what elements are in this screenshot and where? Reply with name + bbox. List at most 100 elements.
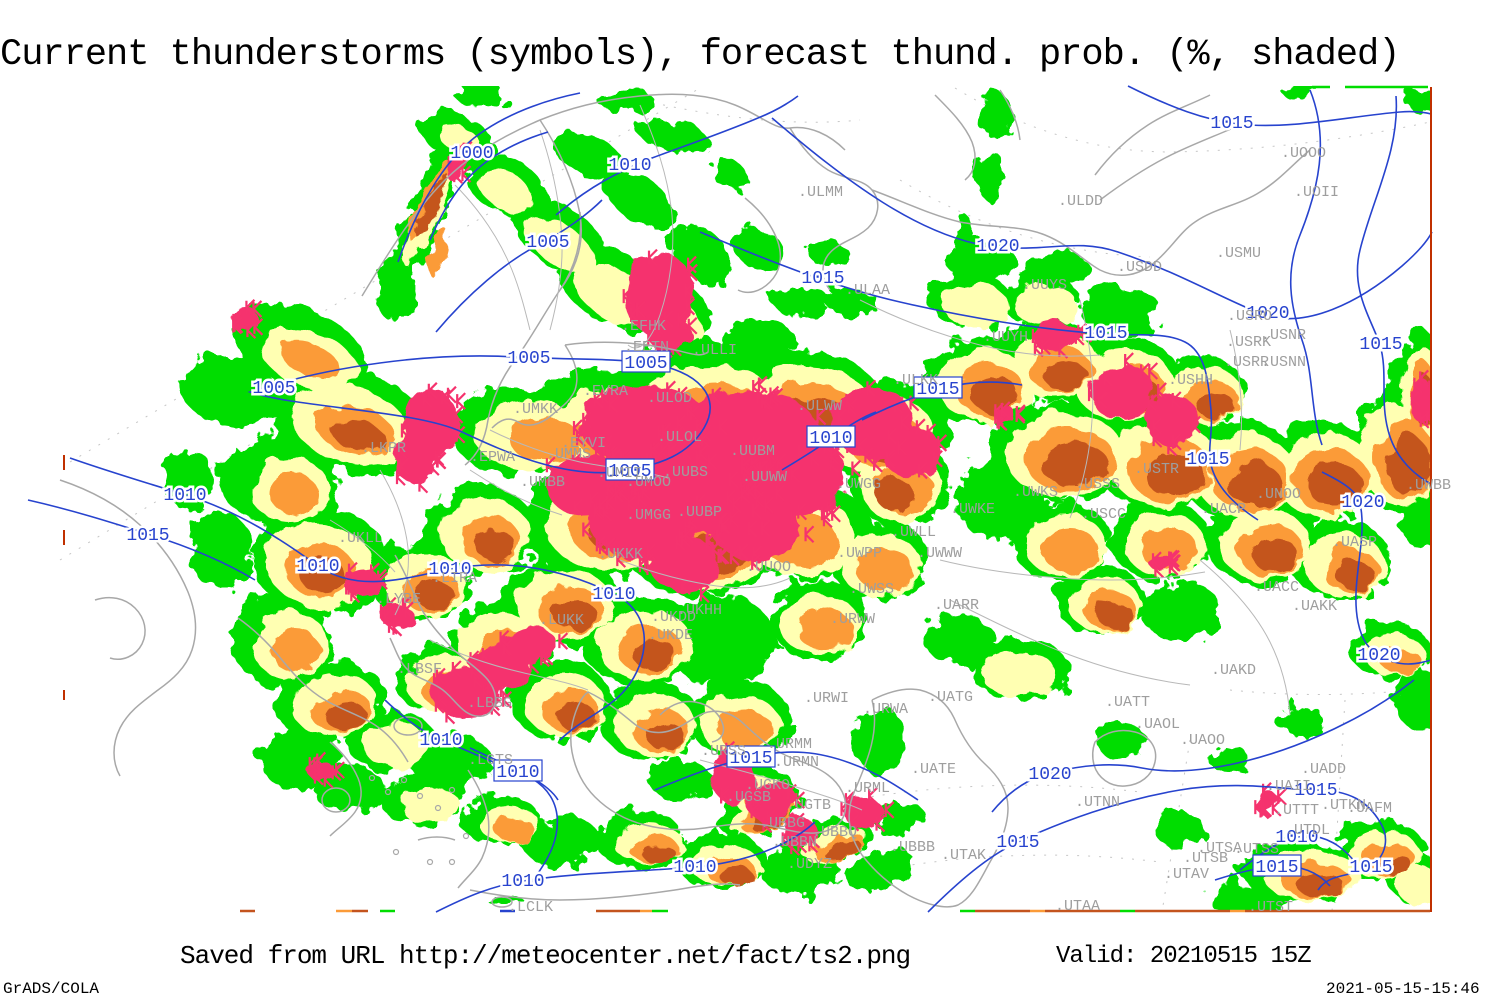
station-label: .UUBS: [663, 464, 708, 481]
isobar-label: 1005: [524, 231, 572, 256]
station-label: .UTST: [1248, 899, 1293, 916]
station-label: .UMOO: [626, 474, 671, 491]
svg-text:1020: 1020: [1028, 765, 1071, 785]
isobar-label: 1010: [426, 558, 474, 583]
station-label: .UKDD: [651, 609, 696, 626]
svg-text:1005: 1005: [252, 379, 295, 399]
svg-text:1015: 1015: [126, 526, 169, 546]
station-label: .ULOD: [647, 390, 692, 407]
station-label: .UUYH: [983, 329, 1028, 346]
coastlines: [59, 89, 1311, 908]
station-label: .UUWW: [742, 469, 787, 486]
station-label: .UNOO: [1256, 486, 1301, 503]
isobar-label: 1020: [1355, 644, 1403, 669]
station-label: .UWWW: [917, 545, 962, 562]
isobars: [27, 85, 1433, 913]
station-label: .USRO: [1227, 308, 1272, 325]
station-label: .UDYZ: [787, 856, 832, 873]
station-label: .UWKS: [1013, 484, 1058, 501]
station-label: .UWBB: [1406, 477, 1451, 494]
station-label: .UOII: [1294, 184, 1339, 201]
station-label: .LYBE: [376, 591, 421, 608]
station-label: .URWI: [804, 690, 849, 707]
station-label: .UBBG: [760, 815, 805, 832]
station-label: .UBBQ: [812, 824, 857, 841]
station-label: .UUBM: [730, 443, 775, 460]
svg-text:1015: 1015: [1294, 781, 1337, 801]
station-label: .EPWA: [470, 449, 515, 466]
station-label: .USTR: [1134, 461, 1179, 478]
station-label: .UAFM: [1347, 800, 1392, 817]
isobar-label: 1010: [671, 856, 719, 881]
station-label: .USSS: [1075, 476, 1120, 493]
station-label: .UTSB: [1183, 850, 1228, 867]
station-label: .UWKE: [950, 501, 995, 518]
svg-text:1010: 1010: [809, 429, 852, 449]
svg-text:1005: 1005: [526, 233, 569, 253]
isobar-label: 1005: [605, 458, 655, 482]
station-label: .UATT: [1105, 694, 1150, 711]
svg-text:1015: 1015: [1255, 858, 1298, 878]
isobar-label: 1015: [1184, 448, 1232, 473]
svg-text:1010: 1010: [608, 156, 651, 176]
isobar-label: 1010: [417, 729, 465, 754]
station-label: .UAII: [1266, 778, 1311, 795]
station-label: .EVRA: [583, 383, 628, 400]
isobar-label: 1010: [606, 154, 654, 179]
isobar-label: 1015: [1357, 333, 1405, 358]
svg-text:1020: 1020: [1341, 493, 1384, 513]
station-label: .UAKD: [1211, 662, 1256, 679]
station-label: .USRK: [1226, 334, 1271, 351]
station-label: .USCC: [1081, 506, 1126, 523]
station-label: .UWSS: [849, 581, 894, 598]
svg-text:1010: 1010: [501, 872, 544, 892]
svg-text:1020: 1020: [976, 237, 1019, 257]
station-label: .LBSF: [397, 661, 442, 678]
station-label: .EYVI: [561, 435, 606, 452]
station-label: .UUOO: [746, 559, 791, 576]
svg-text:1005: 1005: [608, 462, 651, 482]
station-label: .UMBB: [520, 474, 565, 491]
station-label: .UBBN: [772, 834, 817, 851]
station-label: .USHH: [1168, 372, 1213, 389]
svg-text:1020: 1020: [1357, 646, 1400, 666]
station-label: .UGSB: [726, 789, 771, 806]
station-label: .UTKN: [1321, 797, 1366, 814]
station-label: .UASP: [1332, 534, 1377, 551]
isobar-label: 1005: [621, 350, 671, 374]
station-label: .USRR: [1224, 354, 1269, 371]
station-label: .USMU: [1216, 245, 1261, 262]
station-label: .ULOL: [657, 429, 702, 446]
station-label: .UARR: [934, 597, 979, 614]
isobar-label: 1005: [250, 377, 298, 402]
station-label: .UBBB: [890, 839, 935, 856]
valid-time-text: Valid: 20210515 15Z: [1056, 943, 1312, 970]
svg-text:1015: 1015: [1210, 114, 1253, 134]
isobar-label: 1020: [1339, 491, 1387, 516]
svg-text:1005: 1005: [624, 354, 667, 374]
svg-text:1015: 1015: [729, 749, 772, 769]
isobar-label: 1015: [726, 745, 776, 769]
station-label: .URWW: [830, 611, 875, 628]
thunderstorm-symbols: [232, 140, 1432, 856]
station-label: .URML: [845, 780, 890, 797]
isobar-label: 1000: [448, 142, 496, 167]
station-label: .URMM: [767, 736, 812, 753]
grads-credit-text: GrADS/COLA: [3, 980, 100, 998]
svg-text:1015: 1015: [1186, 450, 1229, 470]
svg-text:1010: 1010: [296, 557, 339, 577]
isobar-label: 1015: [124, 524, 172, 549]
field-edges: [63, 85, 1432, 913]
svg-text:1010: 1010: [163, 486, 206, 506]
svg-text:1015: 1015: [996, 833, 1039, 853]
station-label: .LUKK: [539, 612, 584, 629]
station-label: .UWGG: [836, 476, 881, 493]
isobar-label: 1010: [493, 759, 543, 783]
station-label: .URWA: [863, 701, 908, 718]
station-label: .USDD: [1117, 259, 1162, 276]
station-label: .UWPP: [837, 545, 882, 562]
isobar-label: 1010: [294, 555, 342, 580]
isobar-label: 1020: [974, 235, 1022, 260]
